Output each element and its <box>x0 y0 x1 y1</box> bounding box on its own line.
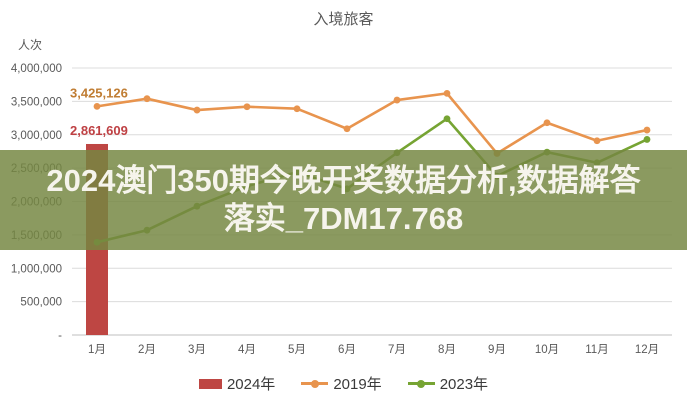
x-tick-label: 7月 <box>388 344 406 356</box>
point <box>343 125 351 133</box>
chart-title: 入境旅客 <box>313 11 374 28</box>
legend-item-2019: 2019年 <box>301 373 382 394</box>
legend-item-2024: 2024年 <box>198 373 276 394</box>
point <box>293 105 301 113</box>
y-tick-label: 1,000,000 <box>11 263 62 275</box>
x-tick-label: 1月 <box>88 344 106 356</box>
point <box>543 119 551 127</box>
point <box>243 103 251 111</box>
point <box>643 136 651 143</box>
chart-legend: 2024年 2019年 2023年 <box>0 373 687 394</box>
point <box>443 115 451 123</box>
watermark-banner: 2024澳门350期今晚开奖数据分析,数据解答 落实_7DM17.768 <box>0 150 687 250</box>
x-tick-label: 10月 <box>535 344 559 356</box>
watermark-line-1: 2024澳门350期今晚开奖数据分析,数据解答 <box>46 163 641 198</box>
x-tick-label: 3月 <box>188 344 206 356</box>
legend-line-swatch-2019 <box>301 379 329 388</box>
y-tick-label: 3,500,000 <box>11 96 62 108</box>
x-tick-label: 6月 <box>338 344 356 356</box>
point <box>143 95 151 103</box>
legend-item-2023: 2023年 <box>407 373 489 394</box>
legend-line-swatch-2023 <box>407 379 435 388</box>
point <box>93 102 101 110</box>
y-tick-label: 4,000,000 <box>11 63 62 75</box>
series-2019年 <box>93 89 651 157</box>
legend-label-2024: 2024年 <box>226 376 276 393</box>
point <box>193 106 201 114</box>
y-tick-label: - <box>58 330 62 342</box>
point <box>443 89 451 97</box>
data-label: 3,425,126 <box>70 85 128 100</box>
data-labels-group: 3,425,126 2,861,609 <box>70 85 128 138</box>
legend-dot <box>417 379 426 388</box>
point <box>593 137 601 145</box>
data-label: 2,861,609 <box>70 123 128 138</box>
y-axis-unit-label: 人次 <box>18 38 43 52</box>
legend-dot <box>310 379 319 388</box>
legend-label-2019: 2019年 <box>333 376 382 393</box>
x-tick-label: 8月 <box>438 344 456 356</box>
x-tick-label: 4月 <box>238 344 256 356</box>
x-tick-label: 9月 <box>488 344 506 356</box>
line <box>95 92 649 155</box>
point <box>643 126 651 134</box>
x-tick-label: 12月 <box>635 344 659 356</box>
x-tick-label: 2月 <box>138 344 156 356</box>
watermark-line-2: 落实_7DM17.768 <box>223 201 464 236</box>
y-tick-label: 500,000 <box>20 297 62 309</box>
legend-label-2023: 2023年 <box>439 376 489 393</box>
y-tick-label: 3,000,000 <box>11 130 62 142</box>
x-tick-label: 5月 <box>288 344 306 356</box>
point <box>393 96 401 104</box>
legend-bar-swatch-2024 <box>198 378 222 389</box>
x-tick-label: 11月 <box>585 344 608 356</box>
